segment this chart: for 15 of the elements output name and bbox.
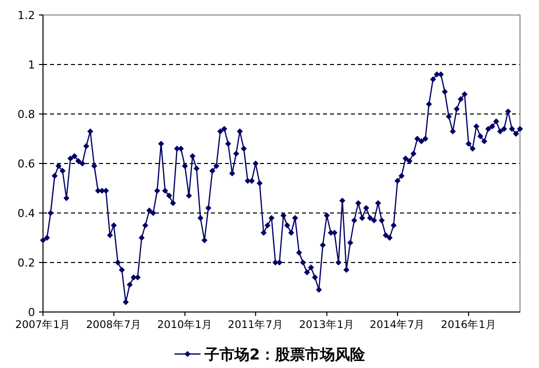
x-tick-label: 2013年1月 [299, 319, 355, 331]
y-tick-label: 0 [28, 306, 35, 319]
y-tick-label: 0.2 [18, 256, 35, 270]
x-tick-label: 2008年7月 [86, 319, 142, 331]
x-tick-label: 2007年1月 [15, 319, 71, 331]
y-tick-label: 1.2 [18, 8, 35, 22]
y-tick-label: 1 [28, 58, 35, 72]
x-tick-label: 2010年1月 [157, 319, 213, 331]
y-tick-label: 0.4 [18, 206, 35, 220]
x-tick-label: 2016年1月 [440, 319, 496, 331]
x-tick-label: 2014年7月 [370, 319, 426, 331]
legend-label: 子市场2：股票市场风险 [204, 345, 366, 364]
x-tick-label: 2011年7月 [228, 319, 284, 331]
y-tick-label: 0.8 [18, 108, 35, 121]
y-tick-label: 0.6 [18, 157, 35, 170]
